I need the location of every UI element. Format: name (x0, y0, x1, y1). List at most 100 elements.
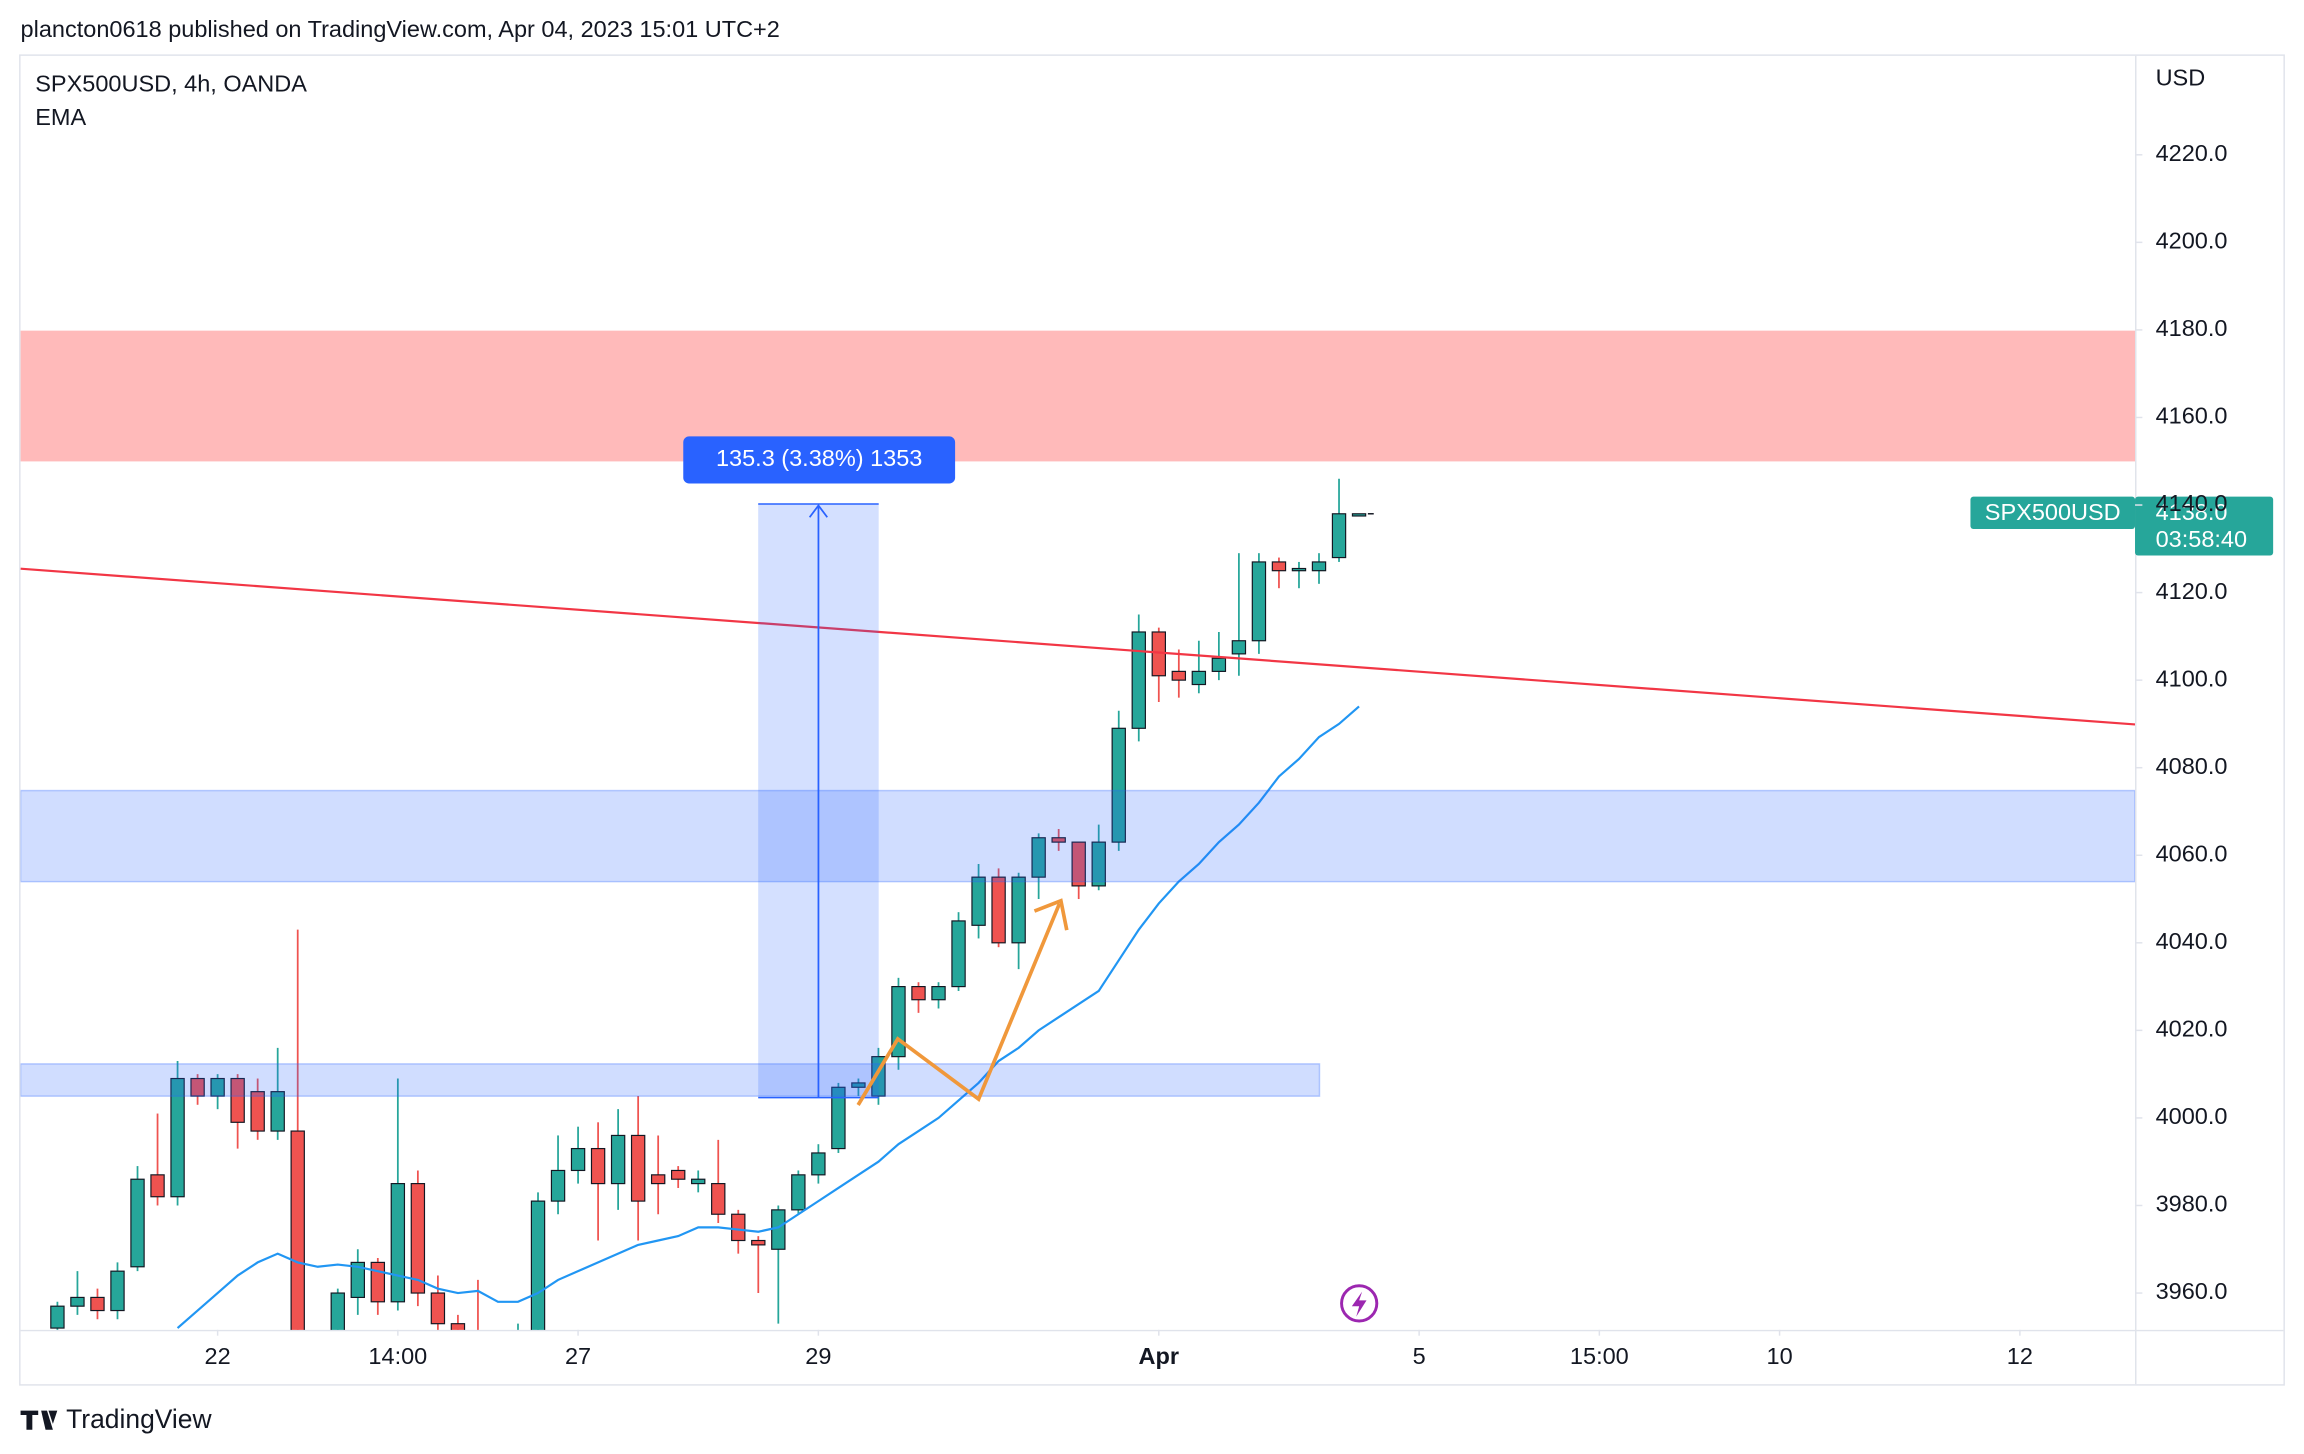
candle-body (1071, 841, 1086, 887)
measure-label-box (683, 436, 956, 484)
candle-body (90, 1296, 105, 1312)
candle-body (190, 1077, 205, 1097)
candle-body (1111, 727, 1126, 843)
header: plancton0618 published on TradingView.co… (21, 16, 780, 42)
candle-body (751, 1239, 766, 1246)
candle-body (390, 1183, 406, 1303)
candle-body (1291, 567, 1307, 572)
candle-body (290, 1130, 305, 1330)
candle-body (1311, 561, 1327, 572)
ema-line (176, 705, 1360, 1329)
candle-body (1031, 837, 1046, 878)
measure-arrowhead (808, 504, 828, 518)
candle-body (1011, 876, 1026, 944)
candle-body (851, 1082, 866, 1088)
candle-body (471, 1346, 484, 1381)
candle-body (130, 1178, 145, 1268)
y-tick-label: 4160.0 (2156, 403, 2228, 429)
candle-body (1231, 640, 1247, 655)
x-tick-label: 27 (565, 1343, 591, 1369)
event-icon[interactable] (1340, 1284, 1379, 1323)
candle-body (311, 1381, 324, 1403)
plot-area (50, 478, 1374, 1403)
candle-body (50, 1305, 65, 1329)
candle-body (250, 1091, 265, 1132)
x-tick-label: 5 (1413, 1343, 1426, 1369)
x-tick-label: 10 (1767, 1343, 1793, 1369)
candle-body (70, 1296, 85, 1307)
candle-body (550, 1169, 566, 1202)
countdown: 03:58:40 (2156, 526, 2247, 552)
candle-body (150, 1174, 165, 1198)
y-tick-label: 3980.0 (2156, 1191, 2228, 1217)
indicator-name: EMA (35, 104, 86, 130)
candle-body (530, 1200, 546, 1330)
candle-body (210, 1077, 225, 1097)
x-tick-label: 29 (805, 1343, 831, 1369)
candle-body (350, 1261, 365, 1299)
y-tick-label: 4120.0 (2156, 578, 2228, 604)
chart-title: SPX500USD, 4h, OANDA (35, 70, 307, 96)
candle-body (731, 1213, 746, 1242)
candle-body (370, 1261, 386, 1303)
resistance-zone (20, 330, 2136, 462)
candle-body (1131, 631, 1146, 729)
candle-body (511, 1359, 524, 1403)
candle-body (991, 876, 1006, 944)
y-tick-label: 4180.0 (2156, 315, 2228, 341)
logo-mark (20, 1410, 58, 1430)
candle-body (771, 1209, 786, 1250)
candle-body (230, 1077, 245, 1123)
candle-body (430, 1292, 446, 1325)
symbol-tag (1970, 496, 2136, 529)
price-tag-text: 4138.0 (2156, 499, 2228, 525)
x-tick-label: 14:00 (368, 1343, 427, 1369)
frame (19, 54, 2285, 1386)
candle-body (1191, 670, 1207, 686)
candle-body (270, 1091, 285, 1132)
candle-body (1351, 513, 1367, 517)
candle-body (570, 1147, 586, 1172)
candle-body (711, 1183, 726, 1215)
candle-body (931, 986, 946, 1001)
candle-body (691, 1178, 706, 1185)
candle-body (1091, 841, 1106, 887)
support-zone (20, 1063, 1321, 1097)
y-tick-label: 4200.0 (2156, 228, 2228, 254)
candle-body (610, 1134, 626, 1185)
candle-body (110, 1270, 125, 1312)
candle-body (1051, 837, 1066, 843)
candle-body (410, 1183, 426, 1294)
candle-body (1331, 513, 1347, 559)
x-tick-label: 12 (2007, 1343, 2033, 1369)
y-tick-label: 4100.0 (2156, 665, 2228, 691)
candle-body (650, 1174, 666, 1185)
symbol-tag-text: SPX500USD (1985, 499, 2121, 525)
y-tick-label: 4000.0 (2156, 1103, 2228, 1129)
x-tick-label: Apr (1139, 1343, 1179, 1369)
event-icon-bolt (1351, 1291, 1367, 1317)
candle-body (670, 1169, 686, 1180)
candle-body (630, 1134, 646, 1202)
candle-body (330, 1292, 345, 1330)
measure-label: 135.3 (3.38%) 1353 (716, 445, 922, 471)
candle-body (791, 1174, 806, 1211)
y-tick-label: 4080.0 (2156, 753, 2228, 779)
candle-body (951, 920, 966, 988)
candle-body (831, 1086, 846, 1150)
footer: TradingView (66, 1404, 212, 1434)
y-tick-label: 4220.0 (2156, 140, 2228, 166)
path-arrow (856, 902, 1062, 1106)
candle-body (1171, 670, 1187, 681)
y-tick-label: 4060.0 (2156, 840, 2228, 866)
x-tick-label: 15:00 (1570, 1343, 1629, 1369)
candle-body (811, 1152, 826, 1176)
y-tick-label: 4040.0 (2156, 928, 2228, 954)
path-arrowhead (1033, 898, 1069, 931)
trend-line (20, 567, 2136, 726)
candle-body (590, 1147, 606, 1185)
candle-body (1211, 657, 1227, 672)
price-tag (2135, 496, 2274, 556)
y-tick-label: 4140.0 (2156, 490, 2228, 516)
